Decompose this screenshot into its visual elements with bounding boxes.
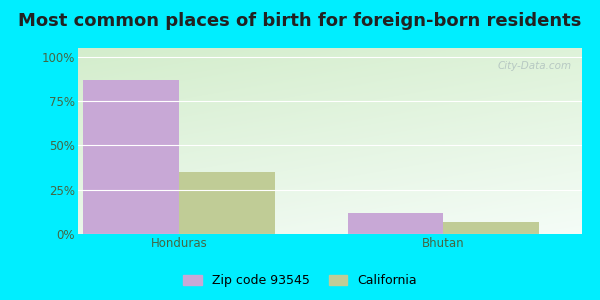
Bar [443, 222, 539, 234]
Bar [347, 213, 443, 234]
Bar [179, 172, 275, 234]
Text: Most common places of birth for foreign-born residents: Most common places of birth for foreign-… [19, 12, 581, 30]
Text: City-Data.com: City-Data.com [498, 61, 572, 71]
Legend: Zip code 93545, California: Zip code 93545, California [179, 270, 421, 291]
Bar [83, 80, 179, 234]
